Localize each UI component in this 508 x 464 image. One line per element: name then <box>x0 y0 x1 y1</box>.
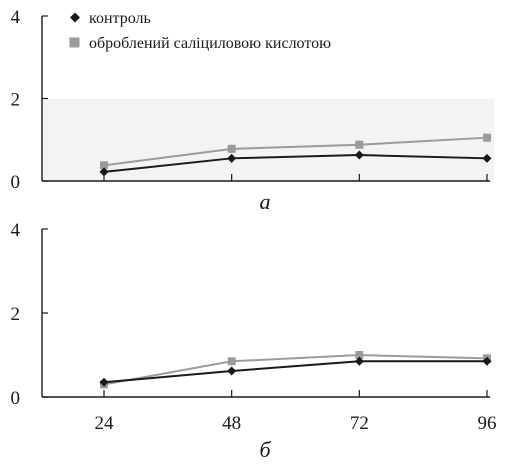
panel-b-x-tick-label: 72 <box>350 413 369 434</box>
legend-diamond-marker <box>70 12 80 23</box>
panel-b-salicylic-point <box>355 351 364 359</box>
panel-a-control-point <box>354 150 364 160</box>
panel-a-salicylic-point <box>227 144 236 153</box>
panel-b-salicylic-point <box>227 357 236 366</box>
legend-label-control: контроль <box>89 10 151 27</box>
panel-a-y-tick-label: 4 <box>11 7 21 28</box>
panel-a-control-point <box>99 167 109 177</box>
panel-b-y-tick-label: 2 <box>11 304 21 325</box>
panel-a-salicylic-point <box>355 140 364 149</box>
panel-a: 0 2 4 <box>11 7 492 193</box>
panel-b-control-point <box>99 377 109 387</box>
panel-b-x-tick-label: 24 <box>95 413 115 434</box>
panel-b-y-tick-label: 0 <box>11 388 21 409</box>
panel-a-y-tick-label: 2 <box>11 90 21 111</box>
legend-label-salicylic: оброблений саліциловою кислотою <box>89 35 331 52</box>
panel-b-control-point <box>482 356 492 366</box>
panel-a-control-point <box>227 153 237 163</box>
panel-a-salicylic-point <box>100 161 108 170</box>
panel-b-control-point <box>354 356 364 366</box>
panel-b-x-tick-label: 96 <box>478 413 497 434</box>
legend: контроль оброблений саліциловою кислотою <box>69 10 331 52</box>
panel-b-control-point <box>227 366 237 376</box>
panel-a-series-control-line <box>103 154 488 173</box>
panel-a-salicylic-point <box>483 133 491 142</box>
panel-a-series-salicylic-line <box>103 136 488 167</box>
panel-a-label: а <box>260 189 271 214</box>
panel-a-shading <box>42 99 494 181</box>
panel-b-series-control-line <box>103 360 487 384</box>
panel-a-y-tick-label: 0 <box>11 172 21 193</box>
panel-a-control-point <box>482 153 492 163</box>
legend-square-marker <box>69 37 80 48</box>
panel-b-y-tick-label: 4 <box>11 220 21 241</box>
panel-b-series-salicylic-line <box>103 353 488 386</box>
panel-b-x-tick-label: 48 <box>222 413 241 434</box>
panel-b-label: б <box>259 437 271 462</box>
